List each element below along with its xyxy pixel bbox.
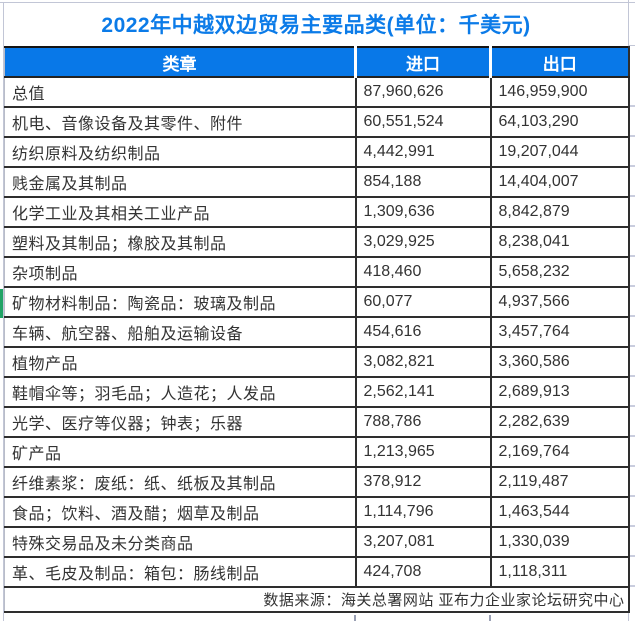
export-value-cell: 4,937,566 [489,287,630,318]
import-value-cell: 788,786 [354,407,491,438]
import-value-cell: 854,188 [354,167,491,198]
export-value-cell: 3,457,764 [489,317,630,348]
gridline-right [628,0,629,621]
category-cell: 矿产品 [4,437,356,468]
gridline-left [3,2,4,621]
import-value-cell: 3,029,925 [354,227,491,258]
import-value-cell: 1,309,636 [354,197,491,228]
import-value-cell: 60,551,524 [354,107,491,138]
gridline-row-ticks [629,77,635,589]
import-value-cell: 60,077 [354,287,491,318]
category-cell: 鞋帽伞等；羽毛品；人造花；人发品 [4,377,356,408]
category-cell: 总值 [4,77,356,108]
export-value-cell: 2,169,764 [489,437,630,468]
export-value-cell: 8,842,879 [489,197,630,228]
table-row: 塑料及其制品；橡胶及其制品 3,029,925 8,238,041 [4,227,630,258]
import-value-cell: 424,708 [354,557,491,588]
export-value-cell: 146,959,900 [489,77,630,108]
header-cell-import: 进口 [354,46,491,78]
gridline-bottom-stub-1 [354,615,356,621]
category-cell: 革、毛皮及制品：箱包：肠线制品 [4,557,356,588]
table-row: 革、毛皮及制品：箱包：肠线制品 424,708 1,118,311 [4,557,630,588]
import-value-cell: 2,562,141 [354,377,491,408]
table-row: 鞋帽伞等；羽毛品；人造花；人发品 2,562,141 2,689,913 [4,377,630,408]
header-cell-export: 出口 [489,46,630,78]
export-value-cell: 14,404,007 [489,167,630,198]
import-value-cell: 1,213,965 [354,437,491,468]
import-value-cell: 3,082,821 [354,347,491,378]
category-cell: 塑料及其制品；橡胶及其制品 [4,227,356,258]
table-row: 杂项制品 418,460 5,658,232 [4,257,630,288]
table-footer: 数据来源：海关总署网站 亚布力企业家论坛研究中心 [4,587,630,613]
category-cell: 食品；饮料、酒及醋；烟草及制品 [4,497,356,528]
table-row: 机电、音像设备及其零件、附件 60,551,524 64,103,290 [4,107,630,138]
category-cell: 贱金属及其制品 [4,167,356,198]
row-selection-marker [0,289,3,318]
import-value-cell: 3,207,081 [354,527,491,558]
gridline-bottom-stub-2 [489,615,491,621]
import-value-cell: 378,912 [354,467,491,498]
export-value-cell: 2,119,487 [489,467,630,498]
export-value-cell: 1,330,039 [489,527,630,558]
import-value-cell: 87,960,626 [354,77,491,108]
table-row: 食品；饮料、酒及醋；烟草及制品 1,114,796 1,463,544 [4,497,630,528]
category-cell: 光学、医疗等仪器；钟表；乐器 [4,407,356,438]
table-row: 矿物材料制品：陶瓷品：玻璃及制品 60,077 4,937,566 [4,287,630,318]
category-cell: 机电、音像设备及其零件、附件 [4,107,356,138]
export-value-cell: 2,689,913 [489,377,630,408]
table-row: 光学、医疗等仪器；钟表；乐器 788,786 2,282,639 [4,407,630,438]
export-value-cell: 64,103,290 [489,107,630,138]
category-cell: 化学工业及其相关工业产品 [4,197,356,228]
table-row: 总值 87,960,626 146,959,900 [4,77,630,108]
data-source-note: 数据来源：海关总署网站 亚布力企业家论坛研究中心 [4,587,630,613]
trade-table-body: 总值 87,960,626 146,959,900 机电、音像设备及其零件、附件 60,… [4,77,630,588]
table-row: 贱金属及其制品 854,188 14,404,007 [4,167,630,198]
export-value-cell: 1,118,311 [489,557,630,588]
table-row: 植物产品 3,082,821 3,360,586 [4,347,630,378]
import-value-cell: 1,114,796 [354,497,491,528]
gridline-title-right [628,45,635,46]
export-value-cell: 3,360,586 [489,347,630,378]
table-row: 纺织原料及纺织制品 4,442,991 19,207,044 [4,137,630,168]
import-value-cell: 454,616 [354,317,491,348]
category-cell: 植物产品 [4,347,356,378]
import-value-cell: 418,460 [354,257,491,288]
category-cell: 矿物材料制品：陶瓷品：玻璃及制品 [4,287,356,318]
gridline-top [0,2,635,3]
export-value-cell: 2,282,639 [489,407,630,438]
category-cell: 车辆、航空器、船舶及运输设备 [4,317,356,348]
category-cell: 杂项制品 [4,257,356,288]
table-row: 纤维素浆：废纸：纸、纸板及其制品 378,912 2,119,487 [4,467,630,498]
category-cell: 纺织原料及纺织制品 [4,137,356,168]
trade-table: 类章 进口 出口 总值 87,960,626 146,959,900 机电、音像设备及… [4,46,630,613]
table-row: 特殊交易品及未分类商品 3,207,081 1,330,039 [4,527,630,558]
export-value-cell: 5,658,232 [489,257,630,288]
footer-row: 数据来源：海关总署网站 亚布力企业家论坛研究中心 [4,587,630,613]
header-row: 类章 进口 出口 [4,46,630,78]
table-row: 化学工业及其相关工业产品 1,309,636 8,842,879 [4,197,630,228]
category-cell: 特殊交易品及未分类商品 [4,527,356,558]
table-header: 类章 进口 出口 [4,46,630,78]
export-value-cell: 19,207,044 [489,137,630,168]
header-cell-category: 类章 [4,46,356,78]
export-value-cell: 1,463,544 [489,497,630,528]
category-cell: 纤维素浆：废纸：纸、纸板及其制品 [4,467,356,498]
import-value-cell: 4,442,991 [354,137,491,168]
table-row: 矿产品 1,213,965 2,169,764 [4,437,630,468]
table-row: 车辆、航空器、船舶及运输设备 454,616 3,457,764 [4,317,630,348]
export-value-cell: 8,238,041 [489,227,630,258]
page-title: 2022年中越双边贸易主要品类(单位：千美元) [101,14,531,37]
